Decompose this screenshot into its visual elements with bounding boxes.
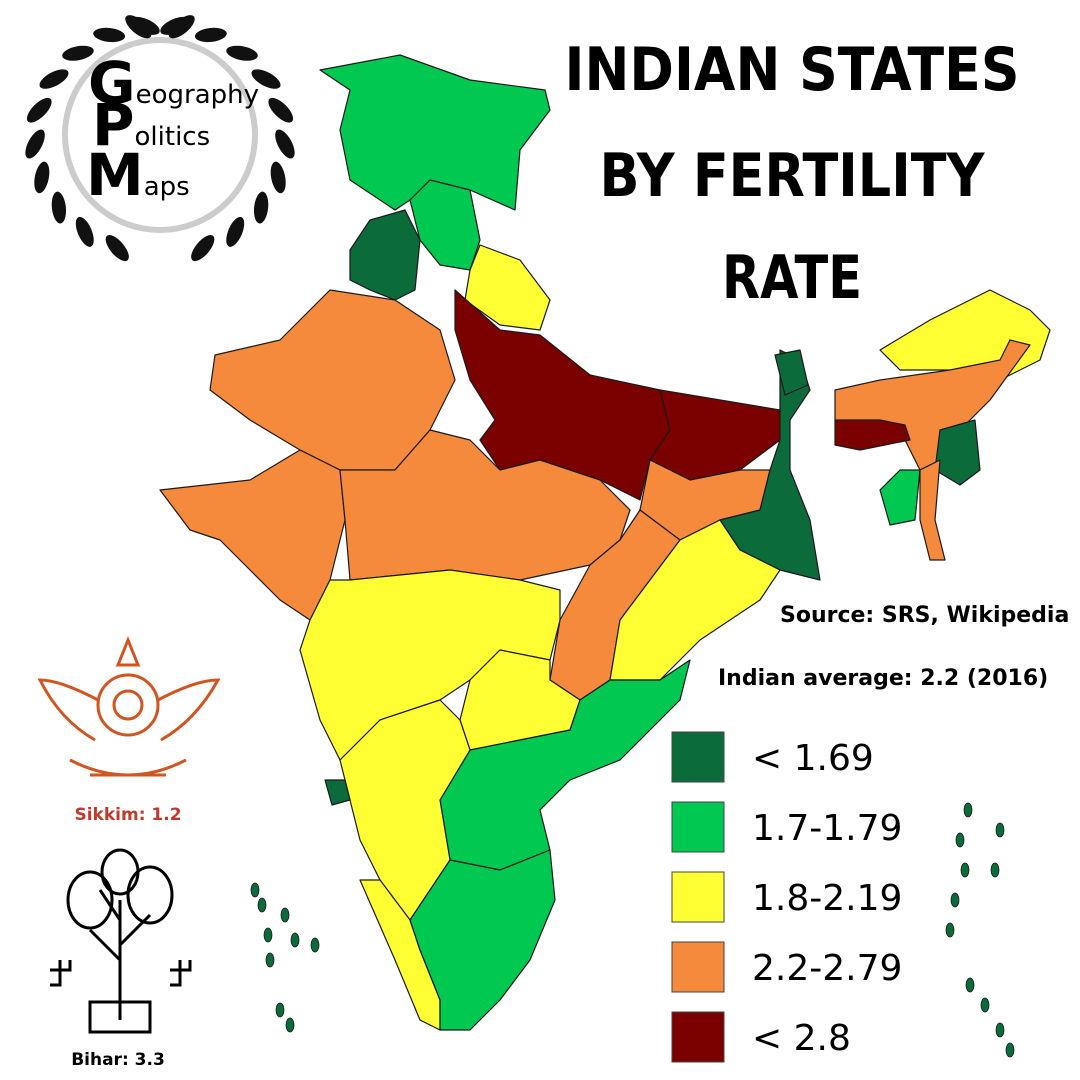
emblem-shape bbox=[88, 889, 152, 1020]
wreath-leaf bbox=[253, 191, 269, 224]
wreath-leaf bbox=[39, 69, 69, 89]
wreath-leaf bbox=[270, 161, 286, 194]
wreath-leaf bbox=[34, 161, 50, 194]
india-map bbox=[159, 54, 1051, 1058]
wreath-leaf bbox=[105, 235, 129, 262]
state bbox=[324, 779, 351, 806]
wreath-leaf bbox=[268, 97, 294, 123]
logo-globe bbox=[62, 37, 258, 233]
island bbox=[995, 822, 1005, 838]
sikkim-emblem bbox=[37, 635, 221, 777]
wreath-leaf bbox=[191, 235, 215, 262]
state bbox=[409, 179, 481, 271]
logo-word: Geography bbox=[88, 49, 259, 117]
legend-label: 2.2-2.79 bbox=[752, 948, 902, 989]
bihar-emblem bbox=[50, 848, 192, 1034]
state bbox=[439, 659, 691, 871]
legend-label: 1.8-2.19 bbox=[752, 878, 902, 919]
state bbox=[919, 459, 946, 561]
island bbox=[310, 937, 320, 953]
island bbox=[955, 832, 965, 848]
island bbox=[963, 802, 973, 818]
wreath-leaf bbox=[275, 129, 295, 159]
legend-swatch bbox=[671, 731, 725, 783]
island bbox=[960, 862, 970, 878]
title-line: INDIAN STATES bbox=[565, 35, 1020, 105]
wreath-leaf bbox=[129, 16, 160, 35]
legend: < 1.69 1.7-1.79 1.8-2.19 2.2-2.79 < 2.8 bbox=[671, 731, 902, 1063]
state bbox=[609, 519, 781, 681]
logo-word: Politics bbox=[92, 91, 210, 159]
island bbox=[275, 1002, 285, 1018]
wreath-leaf bbox=[226, 45, 258, 61]
wreath-leaf bbox=[160, 16, 191, 35]
island bbox=[257, 897, 267, 913]
wreath-leaf bbox=[62, 45, 94, 61]
island bbox=[950, 892, 960, 908]
island bbox=[285, 1017, 295, 1033]
wreath-leaf bbox=[26, 97, 52, 123]
wreath-leaf bbox=[226, 216, 245, 247]
island bbox=[290, 932, 300, 948]
logo-wreath bbox=[25, 15, 295, 262]
wreath-leaf bbox=[194, 27, 227, 43]
wreath-leaf bbox=[51, 191, 67, 224]
legend-label: < 2.8 bbox=[752, 1018, 851, 1059]
legend-label: 1.7-1.79 bbox=[752, 808, 902, 849]
emblem-shape bbox=[112, 689, 144, 721]
emblem-shape bbox=[50, 960, 192, 987]
state bbox=[409, 849, 556, 1031]
wreath-leaf bbox=[93, 27, 126, 43]
source-note: Source: SRS, Wikipedia bbox=[780, 603, 1069, 628]
emblem-shape bbox=[66, 870, 114, 930]
title-line: BY FERTILITY bbox=[600, 141, 986, 211]
legend-swatch bbox=[671, 801, 725, 853]
island bbox=[1005, 1042, 1015, 1058]
island bbox=[965, 977, 975, 993]
islands bbox=[250, 802, 1015, 1058]
emblem-label: Sikkim: 1.2 bbox=[74, 805, 181, 825]
island bbox=[990, 862, 1000, 878]
state bbox=[349, 209, 421, 301]
island bbox=[995, 1022, 1005, 1038]
island bbox=[250, 882, 260, 898]
emblem-label: Bihar: 3.3 bbox=[71, 1050, 165, 1070]
logo-word: Maps bbox=[86, 141, 190, 209]
wreath-leaf bbox=[251, 69, 281, 89]
emblem-shape bbox=[100, 848, 140, 896]
island bbox=[265, 952, 275, 968]
legend-swatch bbox=[671, 871, 725, 923]
logo: Geography Politics Maps bbox=[25, 15, 295, 262]
wreath-leaf bbox=[75, 216, 94, 247]
island bbox=[980, 997, 990, 1013]
state bbox=[774, 349, 809, 396]
wreath-leaf bbox=[25, 129, 45, 159]
emblem-shape bbox=[88, 1000, 152, 1034]
legend-swatch bbox=[671, 1011, 725, 1063]
island bbox=[263, 927, 273, 943]
state bbox=[879, 469, 921, 526]
state bbox=[339, 699, 471, 921]
legend-swatch bbox=[671, 941, 725, 993]
state bbox=[719, 349, 821, 581]
island bbox=[945, 922, 955, 938]
legend-label: < 1.69 bbox=[752, 738, 874, 779]
state bbox=[454, 289, 671, 501]
state bbox=[834, 419, 911, 451]
emblem-shape bbox=[37, 635, 221, 777]
emblem-shape bbox=[96, 673, 160, 737]
emblem-shape bbox=[126, 865, 174, 925]
average-note: Indian average: 2.2 (2016) bbox=[718, 666, 1048, 691]
island bbox=[280, 907, 290, 923]
title-line: RATE bbox=[722, 243, 862, 313]
